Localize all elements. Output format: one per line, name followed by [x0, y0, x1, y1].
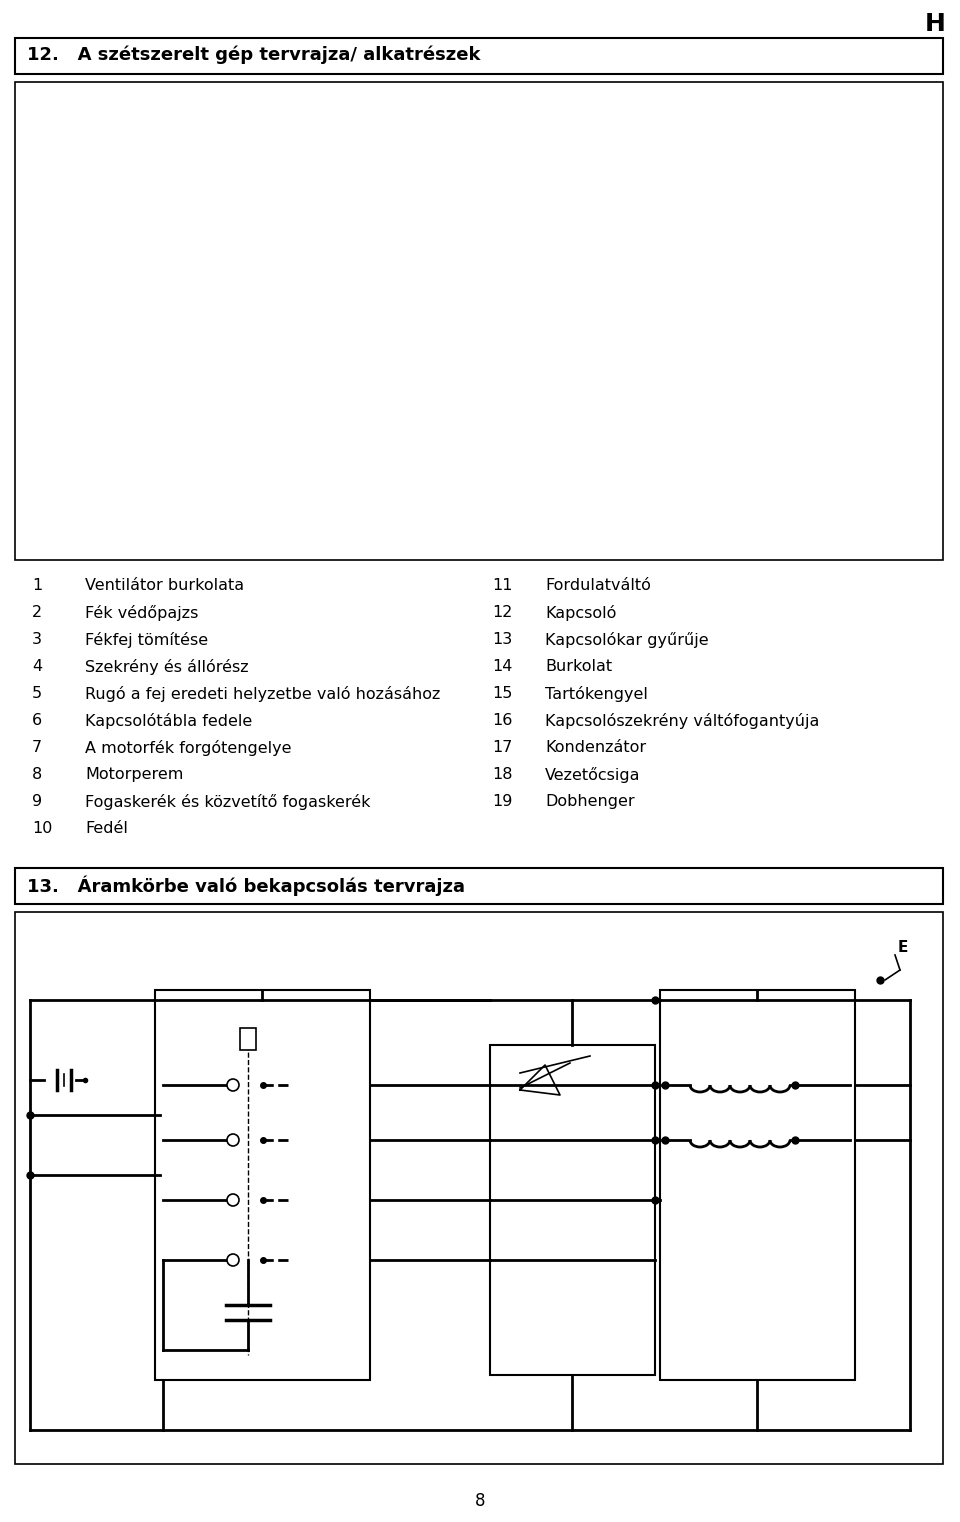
- Text: 8: 8: [475, 1492, 485, 1510]
- Text: Szekrény és állórész: Szekrény és állórész: [85, 659, 249, 674]
- Bar: [240, 1027, 256, 1050]
- Text: 7: 7: [32, 740, 42, 755]
- Text: 4: 4: [32, 659, 42, 674]
- Text: Fogaskerék és közvetítő fogaskerék: Fogaskerék és közvetítő fogaskerék: [85, 794, 371, 810]
- Text: H: H: [924, 12, 946, 37]
- Text: 12: 12: [492, 606, 513, 619]
- Text: 10: 10: [32, 820, 53, 836]
- Bar: [490, 1046, 655, 1374]
- Bar: [660, 989, 855, 1380]
- Text: Burkolat: Burkolat: [545, 659, 612, 674]
- Text: 17: 17: [492, 740, 513, 755]
- Bar: [15, 82, 943, 560]
- Text: 13.   Áramkörbe való bekapcsolás tervrajza: 13. Áramkörbe való bekapcsolás tervrajza: [27, 875, 465, 895]
- Bar: [15, 868, 943, 904]
- Circle shape: [227, 1193, 239, 1205]
- Text: Motorperem: Motorperem: [85, 767, 183, 782]
- Text: 15: 15: [492, 686, 513, 702]
- Text: Kapcsoló: Kapcsoló: [545, 606, 616, 621]
- Bar: [155, 989, 370, 1380]
- Text: Kapcsolókar gyűrűje: Kapcsolókar gyűrűje: [545, 632, 708, 648]
- Text: Kondenzátor: Kondenzátor: [545, 740, 646, 755]
- Text: Fordulatváltó: Fordulatváltó: [545, 578, 651, 594]
- Circle shape: [227, 1079, 239, 1091]
- Text: 2: 2: [32, 606, 42, 619]
- Text: Tartókengyel: Tartókengyel: [545, 686, 648, 702]
- Text: 18: 18: [492, 767, 513, 782]
- Text: 5: 5: [32, 686, 42, 702]
- Text: 12.   A szétszerelt gép tervrajza/ alkatrészek: 12. A szétszerelt gép tervrajza/ alkatré…: [27, 46, 481, 64]
- Text: Kapcsolószekrény váltófogantyúja: Kapcsolószekrény váltófogantyúja: [545, 712, 820, 729]
- Text: 8: 8: [32, 767, 42, 782]
- Text: 13: 13: [492, 632, 513, 647]
- Text: Ventilátor burkolata: Ventilátor burkolata: [85, 578, 244, 594]
- Text: Kapcsolótábla fedele: Kapcsolótábla fedele: [85, 712, 252, 729]
- Text: 9: 9: [32, 794, 42, 810]
- Text: 19: 19: [492, 794, 513, 810]
- Text: 11: 11: [492, 578, 513, 594]
- Text: E: E: [898, 941, 908, 954]
- Text: Fékfej tömítése: Fékfej tömítése: [85, 632, 208, 648]
- Text: Fék védőpajzs: Fék védőpajzs: [85, 606, 199, 621]
- Text: 14: 14: [492, 659, 513, 674]
- Text: 6: 6: [32, 712, 42, 728]
- Text: Rugó a fej eredeti helyzetbe való hozásához: Rugó a fej eredeti helyzetbe való hozásá…: [85, 686, 441, 702]
- Circle shape: [227, 1254, 239, 1266]
- Text: 3: 3: [32, 632, 42, 647]
- Text: 16: 16: [492, 712, 513, 728]
- Text: Vezetőcsiga: Vezetőcsiga: [545, 767, 640, 782]
- Text: Dobhenger: Dobhenger: [545, 794, 635, 810]
- Text: A motorfék forgótengelye: A motorfék forgótengelye: [85, 740, 292, 756]
- Bar: [15, 912, 943, 1464]
- Bar: [15, 38, 943, 75]
- Circle shape: [227, 1134, 239, 1146]
- Text: 1: 1: [32, 578, 42, 594]
- Text: Fedél: Fedél: [85, 820, 128, 836]
